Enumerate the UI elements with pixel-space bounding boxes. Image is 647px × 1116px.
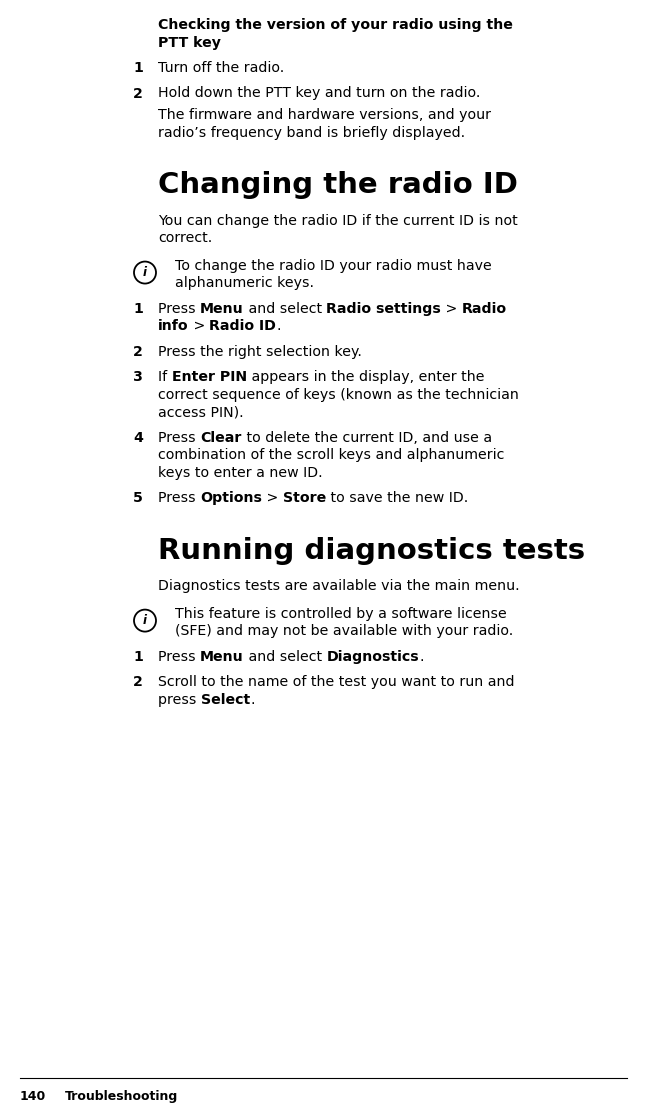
Text: (SFE) and may not be available with your radio.: (SFE) and may not be available with your… bbox=[175, 624, 513, 638]
Text: .: . bbox=[250, 693, 255, 706]
Text: i: i bbox=[143, 266, 147, 279]
Text: Press the right selection key.: Press the right selection key. bbox=[158, 345, 362, 358]
Text: alphanumeric keys.: alphanumeric keys. bbox=[175, 276, 314, 290]
Text: >: > bbox=[262, 491, 283, 506]
Text: 2: 2 bbox=[133, 675, 143, 689]
Text: Select: Select bbox=[201, 693, 250, 706]
Text: Enter PIN: Enter PIN bbox=[171, 371, 247, 384]
Text: to save the new ID.: to save the new ID. bbox=[326, 491, 468, 506]
Text: Store: Store bbox=[283, 491, 326, 506]
Text: Hold down the PTT key and turn on the radio.: Hold down the PTT key and turn on the ra… bbox=[158, 87, 480, 100]
Text: Clear: Clear bbox=[200, 431, 241, 444]
Text: and select: and select bbox=[244, 650, 327, 664]
Text: Press: Press bbox=[158, 650, 200, 664]
Text: Diagnostics: Diagnostics bbox=[327, 650, 419, 664]
Text: keys to enter a new ID.: keys to enter a new ID. bbox=[158, 465, 323, 480]
Text: Press: Press bbox=[158, 301, 200, 316]
Text: Menu: Menu bbox=[200, 301, 244, 316]
Text: .: . bbox=[419, 650, 424, 664]
Text: info: info bbox=[158, 319, 189, 333]
Text: Menu: Menu bbox=[200, 650, 244, 664]
Text: Checking the version of your radio using the: Checking the version of your radio using… bbox=[158, 18, 513, 32]
Text: Turn off the radio.: Turn off the radio. bbox=[158, 61, 284, 75]
Text: This feature is controlled by a software license: This feature is controlled by a software… bbox=[175, 607, 507, 620]
Text: 1: 1 bbox=[133, 650, 143, 664]
Text: 140: 140 bbox=[20, 1090, 46, 1103]
Text: Radio: Radio bbox=[462, 301, 507, 316]
Text: 1: 1 bbox=[133, 61, 143, 75]
Text: appears in the display, enter the: appears in the display, enter the bbox=[247, 371, 484, 384]
Text: to delete the current ID, and use a: to delete the current ID, and use a bbox=[241, 431, 492, 444]
Text: .: . bbox=[276, 319, 281, 333]
Text: Troubleshooting: Troubleshooting bbox=[65, 1090, 179, 1103]
Text: correct sequence of keys (known as the technician: correct sequence of keys (known as the t… bbox=[158, 387, 519, 402]
Text: Radio settings: Radio settings bbox=[327, 301, 441, 316]
Text: 5: 5 bbox=[133, 491, 143, 506]
Text: press: press bbox=[158, 693, 201, 706]
Text: 2: 2 bbox=[133, 345, 143, 358]
Text: Scroll to the name of the test you want to run and: Scroll to the name of the test you want … bbox=[158, 675, 514, 689]
Text: To change the radio ID your radio must have: To change the radio ID your radio must h… bbox=[175, 259, 492, 272]
Text: radio’s frequency band is briefly displayed.: radio’s frequency band is briefly displa… bbox=[158, 125, 465, 140]
Text: Radio ID: Radio ID bbox=[210, 319, 276, 333]
Text: >: > bbox=[441, 301, 462, 316]
Text: 2: 2 bbox=[133, 87, 143, 100]
Text: correct.: correct. bbox=[158, 231, 212, 246]
Text: 4: 4 bbox=[133, 431, 143, 444]
Text: i: i bbox=[143, 614, 147, 627]
Text: If: If bbox=[158, 371, 171, 384]
Text: Options: Options bbox=[200, 491, 262, 506]
Text: and select: and select bbox=[244, 301, 327, 316]
Text: PTT key: PTT key bbox=[158, 36, 221, 49]
Text: Running diagnostics tests: Running diagnostics tests bbox=[158, 537, 585, 565]
Text: You can change the radio ID if the current ID is not: You can change the radio ID if the curre… bbox=[158, 213, 518, 228]
Text: Press: Press bbox=[158, 491, 200, 506]
Text: Press: Press bbox=[158, 431, 200, 444]
Text: Diagnostics tests are available via the main menu.: Diagnostics tests are available via the … bbox=[158, 579, 520, 593]
Text: Changing the radio ID: Changing the radio ID bbox=[158, 171, 518, 199]
Text: 1: 1 bbox=[133, 301, 143, 316]
Text: >: > bbox=[189, 319, 210, 333]
Text: access PIN).: access PIN). bbox=[158, 405, 244, 418]
Text: 3: 3 bbox=[133, 371, 143, 384]
Text: combination of the scroll keys and alphanumeric: combination of the scroll keys and alpha… bbox=[158, 448, 505, 462]
Text: The firmware and hardware versions, and your: The firmware and hardware versions, and … bbox=[158, 108, 491, 122]
